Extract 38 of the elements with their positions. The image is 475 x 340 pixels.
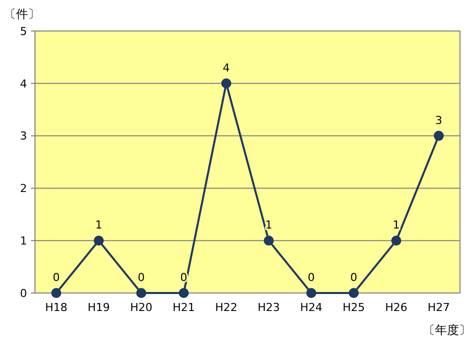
y-tick-label: 2: [20, 182, 27, 196]
x-tick-label: H24: [300, 301, 322, 314]
x-tick-label: H22: [215, 301, 238, 314]
data-label: 1: [95, 218, 102, 232]
point: [94, 236, 104, 246]
x-tick-label: H23: [258, 301, 280, 314]
point: [136, 288, 146, 298]
y-tick-label: 1: [20, 234, 27, 248]
point: [51, 288, 62, 298]
data-label: 3: [435, 114, 442, 127]
x-axis-title: 〔年度〕: [423, 323, 471, 337]
point: [306, 288, 316, 298]
y-tick-label: 3: [20, 130, 27, 143]
point: [348, 288, 359, 298]
x-tick-label: H26: [385, 301, 408, 314]
point: [434, 130, 444, 141]
x-tick-label: H21: [172, 301, 195, 314]
x-tick-label: H19: [88, 301, 110, 314]
point: [178, 288, 189, 298]
data-label: 1: [265, 218, 272, 232]
point: [221, 78, 232, 88]
data-label: 0: [350, 271, 358, 284]
x-tick-label: H18: [45, 301, 68, 314]
y-tick-label: 0: [20, 286, 27, 300]
y-axis-title: 〔件〕: [4, 7, 40, 21]
point: [391, 236, 402, 246]
y-tick-label: 4: [20, 77, 27, 90]
data-label: 4: [222, 61, 230, 74]
y-tick-label: 5: [20, 24, 27, 38]
data-label: 0: [180, 271, 188, 284]
x-tick-label: H27: [428, 301, 450, 314]
data-label: 0: [52, 271, 60, 284]
x-tick-label: H25: [342, 301, 365, 314]
data-label: 0: [138, 271, 145, 284]
data-label: 1: [392, 218, 400, 232]
data-label: 0: [308, 271, 315, 284]
x-tick-label: H20: [130, 301, 152, 314]
point: [264, 236, 274, 246]
